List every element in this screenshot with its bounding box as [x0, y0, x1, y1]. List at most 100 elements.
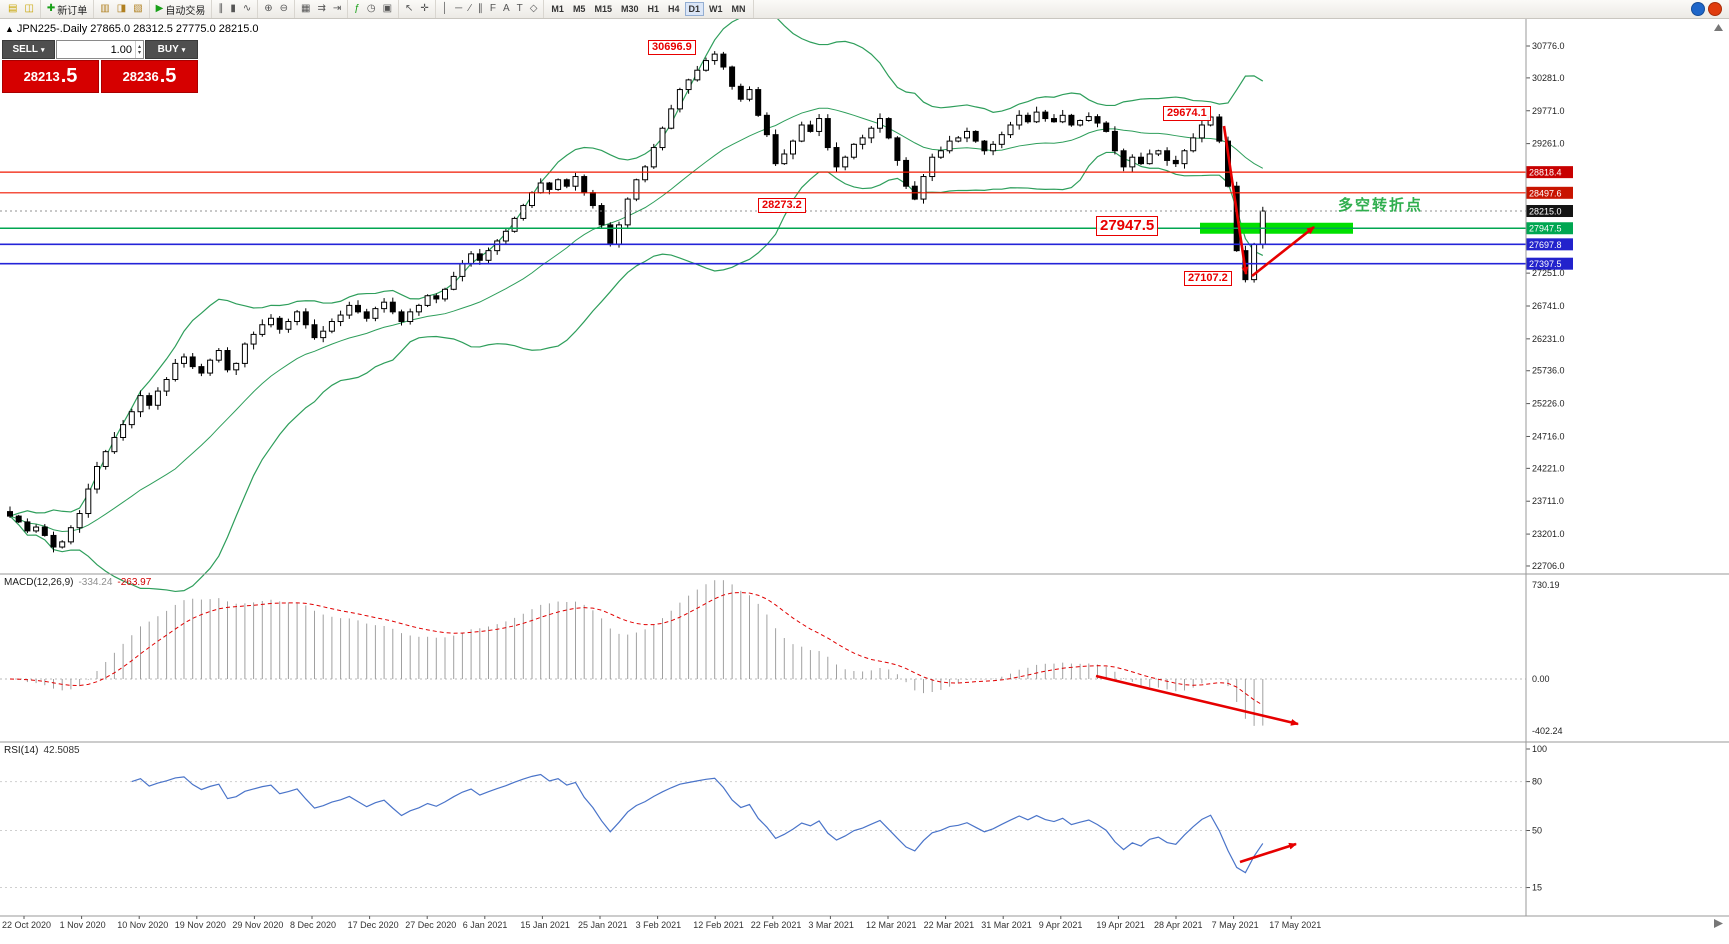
community-icon[interactable]: [1691, 2, 1705, 16]
shapes-icon[interactable]: ◇: [527, 2, 541, 17]
svg-text:29771.0: 29771.0: [1532, 106, 1565, 116]
svg-text:24716.0: 24716.0: [1532, 431, 1565, 441]
svg-text:80: 80: [1532, 777, 1542, 787]
timeframe-m1[interactable]: M1: [547, 2, 568, 16]
navigator-icon[interactable]: ▧: [130, 2, 145, 17]
svg-text:8 Dec 2020: 8 Dec 2020: [290, 920, 336, 930]
macd-trend-arrow: [1095, 674, 1299, 726]
toolbar-group-draw: │ ─ ∕ ∥ F A T ◇: [436, 0, 545, 18]
svg-text:30776.0: 30776.0: [1532, 41, 1565, 51]
svg-text:28 Apr 2021: 28 Apr 2021: [1154, 920, 1203, 930]
svg-text:17 Dec 2020: 17 Dec 2020: [348, 920, 399, 930]
sell-dropdown[interactable]: SELL ▾: [2, 40, 55, 59]
price-axis[interactable]: 30776.0 30281.0 29771.0 29261.0 27251.0 26741…: [1526, 41, 1573, 571]
buy-price-pip: .5: [159, 65, 177, 87]
horizontal-line-icon[interactable]: ─: [452, 2, 465, 17]
scroll-up-icon[interactable]: [1714, 24, 1723, 31]
timeframe-d1[interactable]: D1: [684, 2, 705, 16]
chevron-down-icon: ▾: [41, 46, 45, 54]
svg-text:27397.5: 27397.5: [1529, 259, 1562, 269]
svg-text:29261.0: 29261.0: [1532, 139, 1565, 149]
svg-text:28818.4: 28818.4: [1529, 168, 1562, 178]
cursor-icon[interactable]: ↖: [402, 2, 416, 17]
timeframe-m30[interactable]: M30: [617, 2, 643, 16]
chart-title: ▲ JPN225-.Daily 27865.0 28312.5 27775.0 2…: [5, 23, 259, 35]
svg-text:7 May 2021: 7 May 2021: [1212, 920, 1259, 930]
channel-icon[interactable]: ∥: [475, 2, 486, 17]
toolbar-group-panels: ▥ ◨ ▧: [94, 0, 150, 18]
candlestick-chart-icon[interactable]: ▮: [227, 2, 239, 17]
svg-text:23201.0: 23201.0: [1532, 529, 1565, 539]
svg-text:26741.0: 26741.0: [1532, 301, 1565, 311]
tile-windows-icon[interactable]: ▦: [298, 2, 313, 17]
volume-stepper[interactable]: ▴ ▾: [134, 41, 143, 58]
fibonacci-icon[interactable]: F: [487, 2, 499, 17]
svg-text:9 Apr 2021: 9 Apr 2021: [1039, 920, 1083, 930]
line-chart-icon[interactable]: ∿: [240, 2, 254, 17]
toolbar-group-autotrading: ▶ 自动交易: [150, 0, 213, 18]
volume-value: 1.00: [110, 43, 132, 56]
timeframe-w1[interactable]: W1: [705, 2, 727, 16]
toolbar-right-icons: [1691, 2, 1727, 16]
indicators-icon[interactable]: ƒ: [351, 2, 363, 17]
svg-text:3 Mar 2021: 3 Mar 2021: [808, 920, 854, 930]
one-click-trading-panel: SELL ▾ 1.00 ▴ ▾ BUY ▾ 28213.5 28236.5: [2, 40, 198, 93]
data-window-icon[interactable]: ◨: [114, 2, 129, 17]
svg-text:27251.0: 27251.0: [1532, 268, 1565, 278]
timeframe-m5[interactable]: M5: [569, 2, 590, 16]
vertical-line-icon[interactable]: │: [439, 2, 451, 17]
rsi-label: RSI(14) 42.5085: [4, 745, 80, 756]
zoom-in-icon[interactable]: ⊕: [261, 2, 275, 17]
spin-down-icon[interactable]: ▾: [137, 49, 141, 56]
sell-price-button[interactable]: 28213.5: [2, 60, 99, 93]
svg-text:27947.5: 27947.5: [1529, 224, 1562, 234]
panel-collapse-icon[interactable]: ▲: [5, 24, 14, 34]
new-chart-icon[interactable]: ▤: [5, 2, 20, 17]
bar-chart-icon[interactable]: ∥: [215, 2, 226, 17]
svg-text:22706.0: 22706.0: [1532, 561, 1565, 571]
timeframe-m15[interactable]: M15: [590, 2, 616, 16]
market-watch-icon[interactable]: ▥: [97, 2, 112, 17]
periods-icon[interactable]: ◷: [364, 2, 379, 17]
sell-price-main: 28213: [23, 69, 60, 84]
trendline-icon[interactable]: ∕: [466, 2, 474, 17]
crosshair-icon[interactable]: ✛: [417, 2, 431, 17]
toolbar-group-chart-types: ∥ ▮ ∿: [212, 0, 259, 18]
svg-text:0.00: 0.00: [1532, 674, 1550, 684]
chart-shift-icon[interactable]: ⇥: [330, 2, 344, 17]
profiles-icon[interactable]: ◫: [21, 2, 36, 17]
rsi-turn-arrow: [1239, 842, 1297, 864]
svg-text:19 Apr 2021: 19 Apr 2021: [1096, 920, 1145, 930]
zoom-out-icon[interactable]: ⊖: [277, 2, 291, 17]
chart-symbol-period: JPN225-.Daily: [16, 23, 88, 35]
auto-scroll-icon[interactable]: ⇉: [315, 2, 329, 17]
sell-label: SELL: [12, 44, 39, 55]
bounce-arrow: [1251, 225, 1315, 278]
timeframe-h4[interactable]: H4: [664, 2, 684, 16]
autotrading-button[interactable]: ▶ 自动交易: [153, 2, 209, 17]
horizontal-lines-layer[interactable]: [0, 171, 1526, 265]
label-icon[interactable]: T: [514, 2, 526, 17]
svg-text:15: 15: [1532, 883, 1542, 893]
spin-up-icon[interactable]: ▴: [137, 43, 141, 50]
timeframe-h1[interactable]: H1: [643, 2, 663, 16]
buy-dropdown[interactable]: BUY ▾: [145, 40, 198, 59]
scroll-right-icon[interactable]: [1714, 919, 1723, 928]
rsi-name: RSI(14): [4, 745, 39, 756]
svg-text:25 Jan 2021: 25 Jan 2021: [578, 920, 628, 930]
templates-icon[interactable]: ▣: [380, 2, 395, 17]
text-icon[interactable]: A: [500, 2, 513, 17]
bollinger-bands: [9, 10, 1264, 593]
new-order-button[interactable]: ✚ 新订单: [44, 2, 90, 17]
svg-text:22 Mar 2021: 22 Mar 2021: [924, 920, 975, 930]
timeframe-group: M1 M5 M15 M30 H1 H4 D1 W1 MN: [544, 0, 754, 18]
buy-price-button[interactable]: 28236.5: [101, 60, 198, 93]
svg-text:17 May 2021: 17 May 2021: [1269, 920, 1321, 930]
alert-icon[interactable]: [1708, 2, 1722, 16]
toolbar-group-arrange: ▦ ⇉ ⇥: [295, 0, 349, 18]
svg-text:25226.0: 25226.0: [1532, 399, 1565, 409]
svg-text:730.19: 730.19: [1532, 580, 1560, 590]
timeframe-mn[interactable]: MN: [728, 2, 750, 16]
volume-field[interactable]: 1.00 ▴ ▾: [56, 40, 144, 59]
